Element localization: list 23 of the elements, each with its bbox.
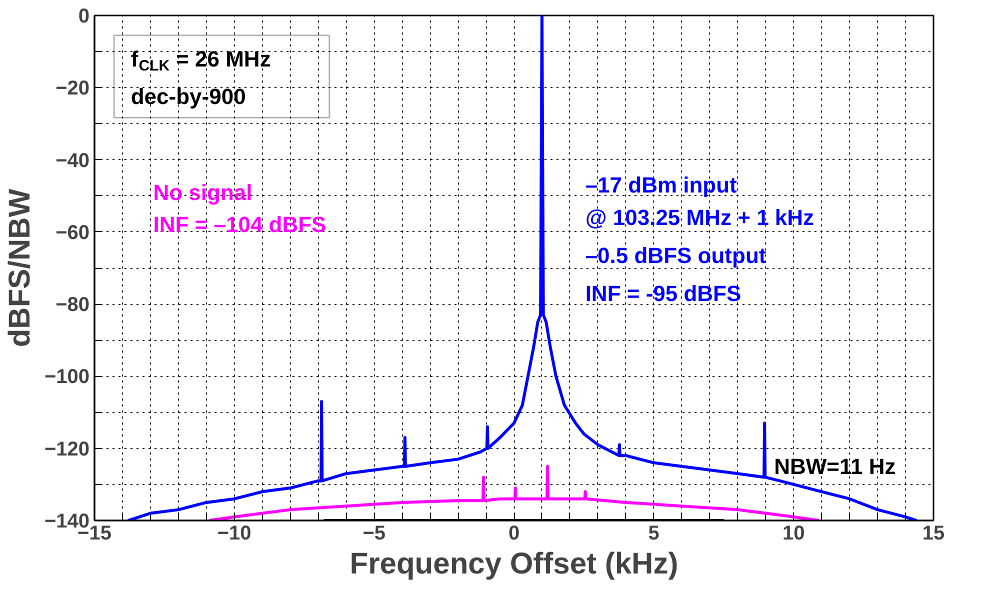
x-tick-label: 0 [508,522,520,544]
x-tick-label: −5 [362,522,386,544]
annotation: NBW=11 Hz [774,454,896,479]
x-tick-label: 5 [648,522,660,544]
x-tick-label: 15 [922,522,945,544]
y-tick-label: −100 [44,366,90,388]
annotation: No signal [153,180,252,205]
annotation: INF = -95 dBFS [585,280,742,306]
x-tick-label: −10 [217,522,252,544]
y-tick-label: −80 [56,294,90,316]
x-axis-title: Frequency Offset (kHz) [350,548,678,580]
y-tick-label: −40 [56,150,90,172]
y-tick-label: 0 [78,6,90,28]
annotation: dec-by-900 [130,84,246,110]
annotation: INF = –104 dBFS [153,212,326,238]
y-axis-title: dBFS/NBW [3,188,36,348]
y-tick-label: −120 [44,438,90,460]
y-tick-label: −60 [56,222,90,244]
annotation: –0.5 dBFS output [585,242,767,268]
annotation: @ 103.25 MHz + 1 kHz [585,205,814,230]
annotation: –17 dBm input [585,172,738,198]
x-tick-label: 10 [782,522,805,544]
y-tick-label: −20 [56,78,90,100]
